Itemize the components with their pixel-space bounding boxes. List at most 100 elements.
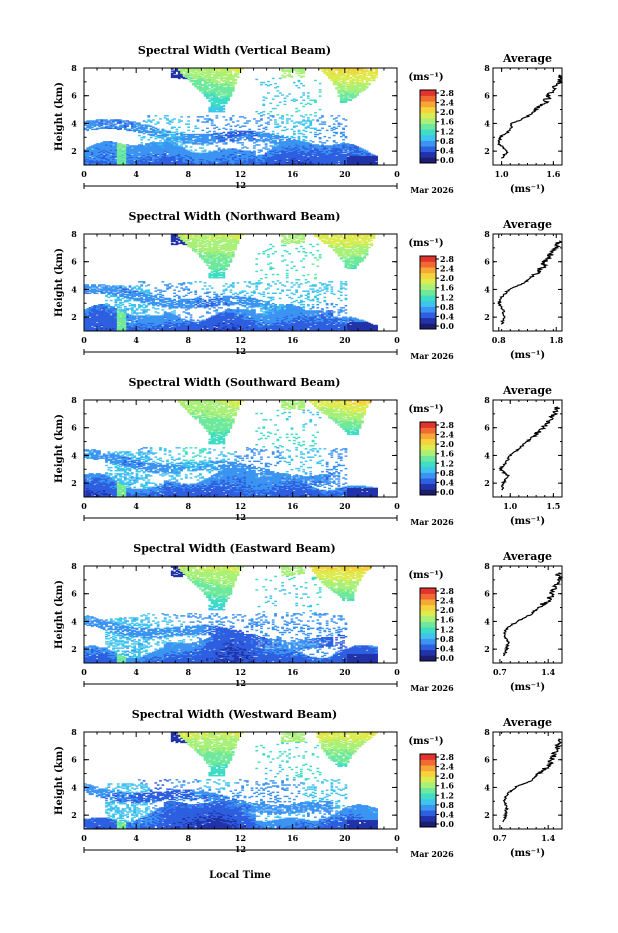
colorbar-swatch: [420, 444, 436, 450]
y-tick-label: 2: [71, 810, 77, 820]
average-x-tick-label: 1.0: [503, 501, 517, 511]
colorbar-swatch: [420, 605, 436, 611]
colorbar-tick-label: 0.8: [440, 136, 454, 146]
colorbar-swatch: [420, 461, 436, 467]
date-mark: 12: [235, 844, 246, 854]
colorbar-swatch: [420, 616, 436, 622]
colorbar-swatch: [420, 439, 436, 445]
average-x-label: (ms⁻¹): [510, 682, 545, 693]
average-profile-line: [504, 573, 562, 656]
average-x-label: (ms⁻¹): [510, 516, 545, 527]
average-y-tick-label: 4: [484, 450, 490, 460]
x-tick-label: 0: [394, 833, 400, 843]
colorbar-swatch: [420, 639, 436, 645]
x-tick-label: 12: [235, 169, 246, 179]
x-tick-label: 0: [81, 501, 87, 511]
colorbar-swatch: [420, 588, 436, 594]
average-x-tick-label: 1.4: [541, 833, 555, 843]
colorbar-tick-label: 2.0: [440, 771, 454, 781]
y-tick-label: 2: [71, 644, 77, 654]
colorbar-swatch: [420, 788, 436, 794]
colorbar: (ms⁻¹)0.00.40.81.21.62.02.42.8: [408, 570, 454, 663]
colorbar-swatch: [420, 489, 436, 495]
colorbar-tick-label: 0.8: [440, 302, 454, 312]
x-tick-label: 16: [287, 335, 299, 345]
colorbar-swatch: [420, 278, 436, 284]
colorbar-swatch: [420, 655, 436, 661]
x-tick-label: 20: [339, 501, 351, 511]
x-tick-label: 4: [133, 833, 139, 843]
average-y-tick-label: 6: [484, 589, 490, 599]
average-y-tick-label: 8: [484, 229, 490, 239]
colorbar-swatch: [420, 96, 436, 102]
average-x-tick-label: 1.0: [495, 169, 509, 179]
average-y-tick-label: 2: [484, 312, 490, 322]
colorbar-swatch: [420, 90, 436, 96]
average-x-label: (ms⁻¹): [510, 184, 545, 195]
colorbar-unit: (ms⁻¹): [408, 238, 443, 249]
colorbar-tick-label: 1.6: [440, 117, 454, 127]
y-tick-label: 6: [71, 755, 77, 765]
colorbar-swatch: [420, 323, 436, 329]
colorbar-swatch: [420, 821, 436, 827]
colorbar-tick-label: 2.0: [440, 273, 454, 283]
average-title: Average: [502, 550, 552, 563]
x-tick-label: 12: [235, 335, 246, 345]
panel-title: Spectral Width (Westward Beam): [132, 708, 337, 721]
colorbar-tick-label: 0.0: [440, 487, 454, 497]
average-y-tick-label: 4: [484, 284, 490, 294]
colorbar-tick-label: 2.8: [440, 254, 454, 264]
x-tick-label: 20: [339, 335, 351, 345]
colorbar-swatch: [420, 644, 436, 650]
colorbar-unit: (ms⁻¹): [408, 72, 443, 83]
x-tick-label: 20: [339, 667, 351, 677]
colorbar-tick-label: 2.4: [440, 596, 454, 606]
colorbar-swatch: [420, 599, 436, 605]
x-tick-label: 0: [394, 501, 400, 511]
y-tick-label: 4: [71, 450, 77, 460]
x-tick-label: 0: [81, 833, 87, 843]
colorbar-tick-label: 2.4: [440, 762, 454, 772]
colorbar-swatch: [420, 256, 436, 262]
colorbar-tick-label: 2.0: [440, 107, 454, 117]
y-axis-label: Height (km): [54, 82, 65, 151]
colorbar: (ms⁻¹)0.00.40.81.21.62.02.42.8: [408, 72, 454, 165]
average-x-tick-label: 1.8: [549, 335, 563, 345]
y-tick-label: 4: [71, 284, 77, 294]
average-title: Average: [502, 52, 552, 65]
colorbar-tick-label: 1.2: [440, 292, 454, 302]
x-tick-label: 8: [186, 169, 192, 179]
colorbar-swatch: [420, 754, 436, 760]
colorbar-swatch: [420, 450, 436, 456]
colorbar-swatch: [420, 816, 436, 822]
date-label: Mar 2026: [410, 849, 454, 859]
x-tick-label: 8: [186, 833, 192, 843]
colorbar-swatch: [420, 650, 436, 656]
colorbar-swatch: [420, 129, 436, 135]
average-y-tick-label: 4: [484, 118, 490, 128]
colorbar-swatch: [420, 146, 436, 152]
x-tick-label: 0: [81, 335, 87, 345]
average-title: Average: [502, 218, 552, 231]
colorbar-swatch: [420, 760, 436, 766]
colorbar-tick-label: 0.8: [440, 634, 454, 644]
colorbar-swatch: [420, 771, 436, 777]
panel-title: Spectral Width (Southward Beam): [128, 376, 340, 389]
colorbar-swatch: [420, 101, 436, 107]
average-y-tick-label: 6: [484, 423, 490, 433]
colorbar-swatch: [420, 307, 436, 313]
y-tick-label: 6: [71, 423, 77, 433]
colorbar-swatch: [420, 433, 436, 439]
colorbar-tick-label: 2.4: [440, 98, 454, 108]
y-tick-label: 8: [71, 63, 77, 73]
colorbar-tick-label: 1.6: [440, 615, 454, 625]
average-profile-line: [498, 241, 561, 324]
average-x-tick-label: 0.7: [493, 667, 507, 677]
average-y-tick-label: 8: [484, 63, 490, 73]
x-tick-label: 16: [287, 169, 299, 179]
x-tick-label: 0: [394, 169, 400, 179]
average-x-tick-label: 1.4: [541, 667, 555, 677]
